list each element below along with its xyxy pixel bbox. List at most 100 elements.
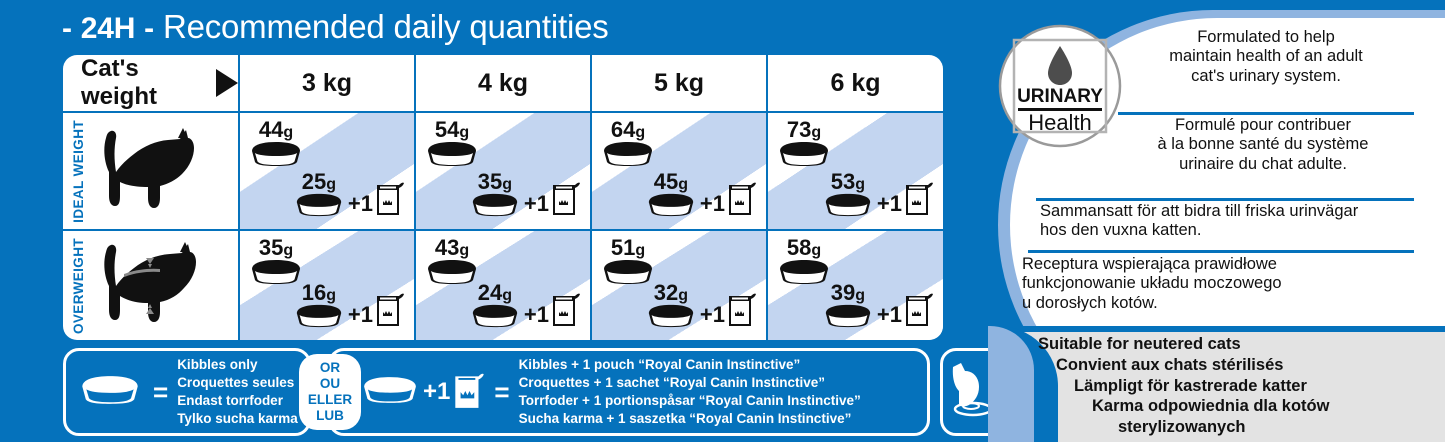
header-col-3kg: 3 kg: [238, 55, 416, 113]
legend-kibbles-only: = Kibbles only Croquettes seules Endast …: [63, 348, 311, 436]
kibble-only-grams: 64g: [610, 117, 646, 142]
neutered-band: [988, 326, 1445, 442]
mixed-kibble-grams: 32g: [653, 280, 689, 305]
claim-text-fr: Formulé pour contribuer à la bonne santé…: [1157, 116, 1369, 173]
mixed-feeding-group: 53g +1: [822, 171, 934, 222]
cat-weight-label: Cat's weight: [81, 55, 157, 110]
table-header-row: Cat's weight 3 kg 4 kg 5 kg 6 kg: [63, 55, 943, 113]
or-badge: OR OU ELLER LUB: [299, 354, 361, 430]
pouch-icon: [727, 179, 757, 222]
bowl-icon: [776, 141, 832, 172]
kibble-only-grams: 73g: [786, 117, 822, 142]
table-row-ideal-weight: IDEAL WEIGHT 44g: [63, 110, 943, 232]
kibble-only-grams: 51g: [610, 235, 646, 261]
mixed-feeding-group: 45g +1: [645, 171, 757, 222]
mixed-feeding-group: 16g +1: [293, 282, 405, 333]
bowl-icon: [600, 141, 656, 172]
kibble-only-amount-group: 43g: [424, 237, 480, 290]
kibble-only-grams: 58g: [786, 235, 822, 261]
cat-overweight-icon: [90, 240, 208, 331]
kibble-only-amount-group: 58g: [776, 237, 832, 290]
equals-sign: =: [494, 376, 510, 407]
bowl-icon: [424, 259, 480, 290]
claim-text-sv: Sammansatt för att bidra till friska uri…: [1040, 202, 1359, 240]
triangle-pointer-icon: [216, 69, 238, 97]
bowl-icon: [822, 304, 874, 333]
bowl-icon: [469, 193, 521, 222]
title-24h-badge: 24H: [80, 12, 136, 45]
or-label-fr: OU: [319, 376, 341, 392]
bowl-icon: [776, 259, 832, 290]
kibble-only-grams: 44g: [258, 117, 294, 142]
cell-ideal-6kg: 73g 53g +1: [766, 110, 943, 232]
pouch-count-label: +1: [699, 302, 725, 327]
mixed-feeding-group: 24g +1: [469, 282, 581, 333]
bowl-icon: [359, 376, 421, 409]
plus-one-label: +1: [423, 378, 451, 405]
legend-mixed-text: Kibbles + 1 pouch “Royal Canin Instincti…: [518, 357, 861, 426]
bowl-icon: [822, 193, 874, 222]
mixed-feeding-group: 35g +1: [469, 171, 581, 222]
pouch-icon: [551, 290, 581, 333]
title-dash-left: -: [62, 12, 72, 45]
header-col-6kg: 6 kg: [766, 55, 943, 113]
cell-overweight-4kg: 43g 24g +1: [414, 229, 592, 340]
claim-text-en: Formulated to help maintain health of an…: [1169, 28, 1363, 85]
cell-ideal-5kg: 64g 45g +1: [590, 110, 768, 232]
mixed-feeding-group: 32g +1: [645, 282, 757, 333]
bowl-icon: [293, 304, 345, 333]
divider-rule: [1118, 112, 1414, 115]
mixed-kibble-grams: 45g: [653, 169, 689, 195]
svg-text:Health: Health: [1028, 110, 1092, 135]
header-cat-weight-cell: Cat's weight: [63, 55, 240, 113]
mixed-feeding-group: 39g +1: [822, 282, 934, 333]
bowl-icon: [645, 193, 697, 222]
bowl-icon: [248, 141, 304, 172]
mixed-kibble-grams: 25g: [301, 169, 337, 195]
kibble-only-grams: 35g: [258, 235, 294, 261]
bowl-icon: [424, 141, 480, 172]
kibble-only-grams: 43g: [434, 235, 470, 261]
title-dash-right: -: [144, 12, 154, 45]
mixed-kibble-grams: 24g: [477, 280, 513, 305]
or-label-sv: ELLER: [307, 392, 353, 407]
legend-mixed-feeding: +1 = Kibbles + 1 pouch “Royal Canin Inst…: [328, 348, 930, 436]
urinary-health-logo: URINARY Health: [996, 22, 1124, 150]
pouch-count-label: +1: [876, 191, 902, 217]
legend-kibbles-only-text: Kibbles only Croquettes seules Endast to…: [177, 357, 298, 426]
row-label-overweight: OVERWEIGHT: [71, 237, 86, 334]
pouch-count-label: +1: [347, 302, 373, 327]
bowl-icon: [469, 304, 521, 333]
or-label-pl: LUB: [316, 407, 344, 423]
neutered-band-curve-inner: [988, 326, 1034, 442]
pouch-count-label: +1: [523, 302, 549, 327]
kibble-only-amount-group: 35g: [248, 237, 304, 290]
or-label-en: OR: [319, 360, 341, 376]
cell-overweight-5kg: 51g 32g +1: [590, 229, 768, 340]
mixed-kibble-grams: 53g: [830, 169, 866, 195]
cell-overweight-6kg: 58g 39g +1: [766, 229, 943, 340]
kibble-only-amount-group: 64g: [600, 119, 656, 172]
pouch-icon: [727, 290, 757, 333]
kibble-only-amount-group: 51g: [600, 237, 656, 290]
pouch-icon: [551, 179, 581, 222]
pouch-count-label: +1: [347, 191, 373, 217]
mixed-kibble-grams: 35g: [477, 169, 513, 195]
cell-overweight-3kg: 35g 16g +1: [238, 229, 416, 340]
pouch-count-label: +1: [523, 191, 549, 217]
claim-text-pl: Receptura wspierająca prawidłowe funkcjo…: [1022, 255, 1282, 312]
mixed-kibble-grams: 16g: [301, 280, 337, 305]
page-title: - 24H - Recommended daily quantities: [62, 8, 609, 46]
title-text: Recommended daily quantities: [162, 8, 609, 45]
mixed-kibble-grams: 39g: [830, 280, 866, 305]
bowl-icon: [76, 375, 144, 410]
bowl-icon: [645, 304, 697, 333]
pouch-icon: [453, 370, 485, 415]
pouch-icon: [375, 179, 405, 222]
svg-text:URINARY: URINARY: [1017, 86, 1103, 107]
bowl-icon: [293, 193, 345, 222]
row-label-ideal-weight: IDEAL WEIGHT: [71, 119, 86, 223]
kibble-only-grams: 54g: [434, 117, 470, 142]
bowl-icon: [248, 259, 304, 290]
